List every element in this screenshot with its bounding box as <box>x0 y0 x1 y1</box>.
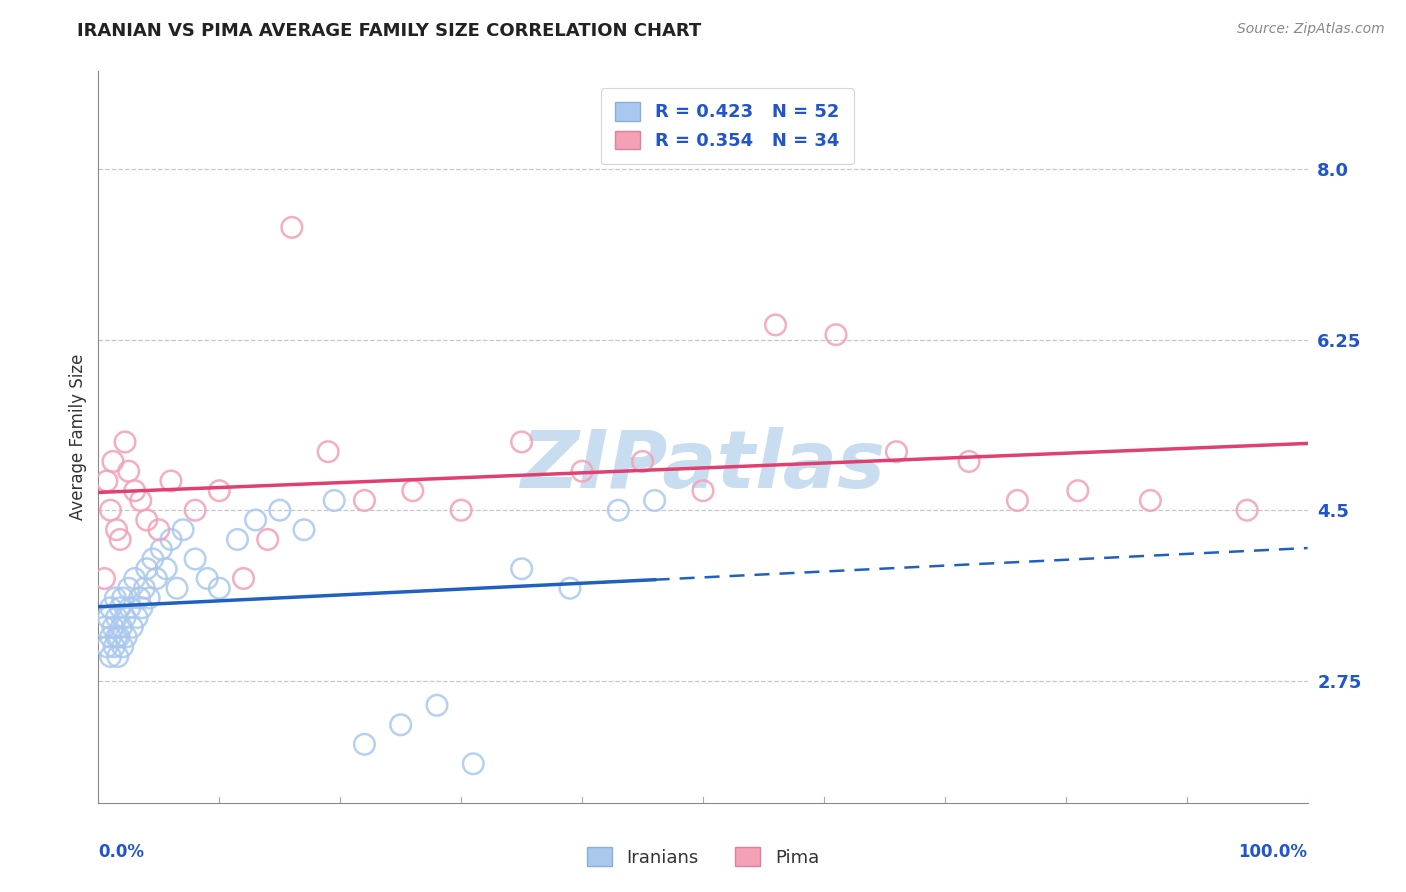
Point <box>172 523 194 537</box>
Point <box>184 552 207 566</box>
Point <box>105 630 128 644</box>
Point <box>103 640 125 654</box>
Point <box>184 503 207 517</box>
Point <box>232 572 254 586</box>
Point <box>93 572 115 586</box>
Point <box>389 718 412 732</box>
Point <box>886 444 908 458</box>
Point <box>208 581 231 595</box>
Text: 0.0%: 0.0% <box>98 843 145 861</box>
Point <box>269 503 291 517</box>
Point <box>131 600 153 615</box>
Point <box>510 562 533 576</box>
Point <box>323 493 346 508</box>
Point <box>114 610 136 624</box>
Point <box>155 562 177 576</box>
Point <box>135 562 157 576</box>
Point <box>1007 493 1029 508</box>
Point <box>160 474 183 488</box>
Point <box>160 533 183 547</box>
Point <box>108 630 131 644</box>
Point <box>142 552 165 566</box>
Text: IRANIAN VS PIMA AVERAGE FAMILY SIZE CORRELATION CHART: IRANIAN VS PIMA AVERAGE FAMILY SIZE CORR… <box>77 22 702 40</box>
Point <box>558 581 581 595</box>
Point <box>402 483 425 498</box>
Point <box>107 649 129 664</box>
Point <box>571 464 593 478</box>
Point <box>510 434 533 449</box>
Point <box>110 620 132 634</box>
Point <box>1067 483 1090 498</box>
Point <box>1236 503 1258 517</box>
Legend: Iranians, Pima: Iranians, Pima <box>579 840 827 874</box>
Point <box>97 610 120 624</box>
Point <box>135 513 157 527</box>
Point <box>692 483 714 498</box>
Point <box>114 434 136 449</box>
Point <box>124 483 146 498</box>
Point <box>118 600 141 615</box>
Point <box>450 503 472 517</box>
Point <box>631 454 654 468</box>
Point <box>145 572 167 586</box>
Point <box>463 756 485 771</box>
Point <box>93 620 115 634</box>
Point <box>129 493 152 508</box>
Point <box>128 591 150 605</box>
Point <box>148 523 170 537</box>
Point <box>316 444 339 458</box>
Point <box>111 591 134 605</box>
Point <box>108 600 131 615</box>
Point <box>226 533 249 547</box>
Text: ZIPatlas: ZIPatlas <box>520 427 886 506</box>
Point <box>825 327 848 342</box>
Point <box>134 581 156 595</box>
Point <box>957 454 980 468</box>
Point <box>166 581 188 595</box>
Text: Source: ZipAtlas.com: Source: ZipAtlas.com <box>1237 22 1385 37</box>
Point <box>101 454 124 468</box>
Point <box>100 649 122 664</box>
Point <box>150 542 173 557</box>
Point <box>118 464 141 478</box>
Point <box>127 610 149 624</box>
Point <box>101 620 124 634</box>
Y-axis label: Average Family Size: Average Family Size <box>69 354 87 520</box>
Point <box>245 513 267 527</box>
Point <box>208 483 231 498</box>
Point <box>195 572 218 586</box>
Point <box>765 318 787 332</box>
Point <box>256 533 278 547</box>
Point <box>111 640 134 654</box>
Point <box>100 600 122 615</box>
Point <box>121 620 143 634</box>
Point <box>105 610 128 624</box>
Point <box>105 523 128 537</box>
Point <box>118 581 141 595</box>
Point <box>104 591 127 605</box>
Point <box>138 591 160 605</box>
Point <box>644 493 666 508</box>
Text: 100.0%: 100.0% <box>1239 843 1308 861</box>
Point <box>96 474 118 488</box>
Point <box>353 737 375 751</box>
Point <box>292 523 315 537</box>
Point <box>96 640 118 654</box>
Legend: R = 0.423   N = 52, R = 0.354   N = 34: R = 0.423 N = 52, R = 0.354 N = 34 <box>600 87 853 164</box>
Point <box>607 503 630 517</box>
Point <box>100 630 122 644</box>
Point <box>100 503 122 517</box>
Point <box>115 630 138 644</box>
Point <box>353 493 375 508</box>
Point <box>1139 493 1161 508</box>
Point <box>124 572 146 586</box>
Point <box>108 533 131 547</box>
Point <box>281 220 304 235</box>
Point <box>426 698 449 713</box>
